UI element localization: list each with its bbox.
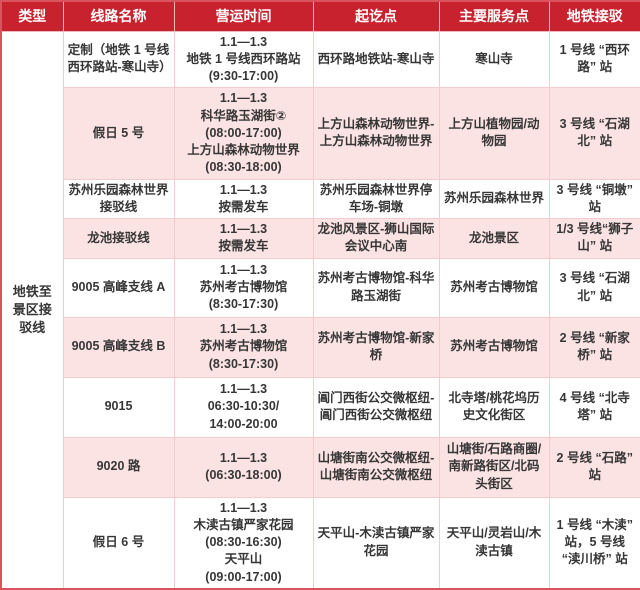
time-line: (08:00-17:00) [205, 125, 282, 140]
table-row: 假日 6 号 1.1—1.3 木渎古镇严家花园 (08:30-16:30) 天平山 (09… [1, 496, 640, 590]
cell-metro-link: 4 号线 “北寺塔” 站 [548, 376, 640, 438]
time-line: 上方山森林动物世界 [187, 143, 300, 157]
cell-metro-link: 1 号线 “木渎” 站，5 号线 “渎川桥” 站 [548, 496, 640, 590]
col-header-type: 类型 [0, 0, 64, 32]
time-line: (9:30-17:00) [208, 69, 279, 83]
cell-metro-link: 2 号线 “新家桥” 站 [548, 316, 640, 378]
cell-line-name: 假日 6 号 [62, 496, 175, 590]
table-row: 9020 路 1.1—1.3 (06:30-18:00) 山塘街南公交微枢纽-山塘街南… [1, 436, 640, 498]
cell-terminals: 阊门西街公交微枢纽-阊门西街公交微枢纽 [312, 376, 440, 438]
time-line: 1.1—1.3 [219, 500, 268, 515]
cell-terminals: 苏州考古博物馆-新家桥 [312, 316, 440, 378]
cell-operating-hours: 1.1—1.3 苏州考古博物馆 (8:30-17:30) [173, 257, 314, 318]
col-header-hours: 营运时间 [173, 0, 314, 32]
cell-operating-hours: 1.1—1.3 按需发车 [173, 178, 314, 219]
cell-metro-link: 1 号线 “西环路” 站 [548, 30, 640, 89]
table-row: 龙池接驳线 1.1—1.3 按需发车 龙池风景区-狮山国际会议中心南 龙池景区 1/3 号… [1, 218, 640, 259]
cell-line-name: 假日 5 号 [62, 87, 175, 180]
table-row: 假日 5 号 1.1—1.3 科华路玉湖街② (08:00-17:00) 上方山森林动物… [1, 87, 640, 180]
cell-operating-hours: 1.1—1.3 06:30-10:30/14:00-20:00 [173, 376, 314, 438]
time-line: 1.1—1.3 [219, 382, 268, 397]
type-line: 地铁至 [12, 283, 52, 299]
cell-service-points: 苏州乐园森林世界 [438, 178, 550, 219]
cell-terminals: 苏州乐园森林世界停车场-铜墩 [312, 178, 440, 219]
cell-terminals: 西环路地铁站-寒山寺 [312, 30, 440, 89]
cell-metro-link: 2 号线 “石路” 站 [548, 436, 640, 498]
cell-service-points: 天平山/灵岩山/木渎古镇 [438, 496, 550, 590]
type-cell: 地铁至 景区接 驳线 [0, 30, 64, 590]
col-header-service: 主要服务点 [438, 0, 550, 32]
cell-service-points: 上方山植物园/动物园 [438, 87, 550, 180]
col-header-line-name: 线路名称 [62, 0, 175, 32]
cell-line-name: 9015 [62, 376, 175, 438]
cell-terminals: 山塘街南公交微枢纽-山塘街南公交微枢纽 [312, 436, 440, 498]
time-line: (06:30-18:00) [205, 468, 282, 482]
type-line: 景区接 [12, 301, 52, 317]
time-line: (8:30-17:30) [208, 297, 279, 312]
time-line: 地铁 1 号线西环路站 [186, 51, 301, 66]
cell-terminals: 龙池风景区-狮山国际会议中心南 [312, 218, 440, 259]
table-row: 苏州乐园森林世界接驳线 1.1—1.3 按需发车 苏州乐园森林世界停车场-铜墩 苏州乐园… [1, 178, 640, 219]
cell-line-name: 龙池接驳线 [62, 218, 175, 259]
time-line: 1.1—1.3 [219, 262, 268, 277]
time-line: 1.1—1.3 [219, 450, 268, 465]
cell-service-points: 山塘街/石路商圈/南新路街区/北码头街区 [438, 436, 550, 498]
cell-line-name: 苏州乐园森林世界接驳线 [62, 178, 175, 219]
time-line: 科华路玉湖街② [200, 108, 287, 123]
cell-service-points: 龙池景区 [438, 218, 550, 259]
cell-metro-link: 3 号线 “石湖北” 站 [548, 87, 640, 180]
cell-service-points: 北寺塔/桃花坞历史文化街区 [438, 376, 550, 438]
table-row: 9005 高峰支线 B 1.1—1.3 苏州考古博物馆 (8:30-17:30) 苏州考… [1, 316, 640, 378]
cell-metro-link: 3 号线 “铜墩” 站 [548, 178, 640, 219]
cell-terminals: 苏州考古博物馆-科华路玉湖街 [312, 257, 440, 318]
time-line: 1.1—1.3 [219, 222, 268, 236]
cell-operating-hours: 1.1—1.3 按需发车 [173, 218, 314, 259]
cell-metro-link: 1/3 号线“狮子山” 站 [548, 218, 640, 259]
time-line: 06:30-10:30/ [207, 399, 280, 414]
time-line: 苏州考古博物馆 [199, 339, 288, 354]
cell-operating-hours: 1.1—1.3 科华路玉湖街② (08:00-17:00) 上方山森林动物世界 (08:… [173, 87, 314, 180]
time-line: (08:30-18:00) [205, 160, 282, 175]
time-line: 按需发车 [218, 239, 269, 254]
time-line: 1.1—1.3 [219, 322, 268, 337]
cell-operating-hours: 1.1—1.3 (06:30-18:00) [173, 436, 314, 498]
time-line: 苏州考古博物馆 [199, 279, 288, 294]
table-row: 9005 高峰支线 A 1.1—1.3 苏州考古博物馆 (8:30-17:30) 苏州考… [1, 257, 640, 318]
cell-line-name: 9005 高峰支线 B [62, 316, 175, 378]
cell-operating-hours: 1.1—1.3 木渎古镇严家花园 (08:30-16:30) 天平山 (09:00-17… [173, 496, 314, 590]
cell-line-name: 定制（地铁 1 号线西环路站-寒山寺） [62, 30, 175, 89]
time-line: (09:00-17:00) [205, 569, 282, 584]
time-line: 按需发车 [218, 199, 269, 214]
time-line: (8:30-17:30) [208, 356, 279, 371]
table-row: 9015 1.1—1.3 06:30-10:30/14:00-20:00 阊门西街公交… [1, 376, 640, 438]
cell-operating-hours: 1.1—1.3 地铁 1 号线西环路站 (9:30-17:00) [173, 30, 314, 89]
time-line: 1.1—1.3 [219, 182, 268, 197]
cell-terminals: 上方山森林动物世界-上方山森林动物世界 [312, 87, 440, 180]
cell-service-points: 苏州考古博物馆 [438, 257, 550, 318]
time-line: 14:00-20:00 [209, 416, 278, 431]
header-row: 类型 线路名称 营运时间 起讫点 主要服务点 地铁接驳 [0, 0, 640, 32]
time-line: 木渎古镇严家花园 [193, 517, 294, 532]
cell-service-points: 苏州考古博物馆 [438, 316, 550, 378]
type-line: 驳线 [19, 319, 46, 335]
col-header-metro-link: 地铁接驳 [548, 0, 640, 32]
cell-line-name: 9020 路 [62, 436, 175, 498]
cell-metro-link: 3 号线 “石湖北” 站 [548, 257, 640, 318]
cell-terminals: 天平山-木渎古镇严家花园 [312, 496, 440, 590]
cell-operating-hours: 1.1—1.3 苏州考古博物馆 (8:30-17:30) [173, 316, 314, 378]
time-line: 1.1—1.3 [219, 91, 268, 106]
time-line: 1.1—1.3 [219, 34, 268, 49]
time-line: 天平山 [224, 552, 263, 567]
cell-line-name: 9005 高峰支线 A [62, 257, 175, 318]
col-header-terminals: 起讫点 [312, 0, 440, 32]
table-row: 地铁至 景区接 驳线 定制（地铁 1 号线西环路站-寒山寺） 1.1—1.3 地铁 1 号… [0, 30, 640, 590]
time-line: (08:30-16:30) [205, 535, 282, 549]
cell-service-points: 寒山寺 [438, 30, 550, 89]
